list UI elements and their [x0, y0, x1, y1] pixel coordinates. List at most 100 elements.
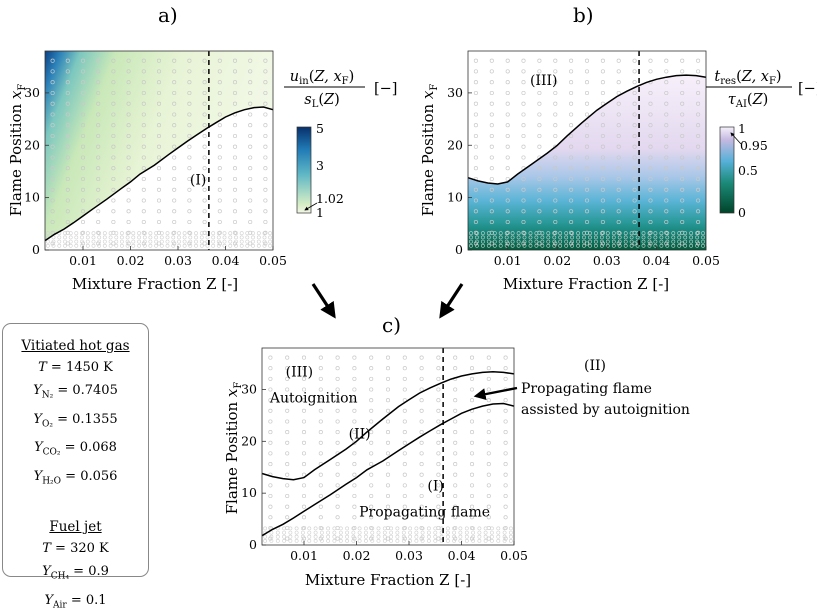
- grid-marker: [552, 235, 557, 240]
- grid-marker: [419, 504, 424, 509]
- grid-marker: [245, 239, 250, 244]
- grid-marker: [369, 483, 374, 488]
- y-tick-label: 30: [24, 85, 40, 100]
- condition-line: YCO₂ = 0.068: [34, 440, 117, 458]
- grid-marker: [318, 440, 323, 445]
- grid-marker: [385, 504, 391, 509]
- grid-marker: [419, 462, 424, 467]
- grid-marker: [458, 526, 463, 531]
- grid-marker: [648, 198, 653, 203]
- grid-marker: [141, 101, 146, 106]
- grid-marker: [126, 112, 131, 117]
- grid-marker: [453, 536, 458, 541]
- grid-marker: [268, 451, 273, 456]
- condition-line: T = 320 K: [42, 541, 109, 557]
- grid-marker: [569, 69, 574, 74]
- grid-marker: [664, 123, 669, 128]
- grid-marker: [187, 241, 192, 246]
- grid-marker: [80, 101, 86, 106]
- grid-marker: [498, 231, 503, 236]
- grid-marker: [521, 101, 526, 106]
- grid-marker: [664, 219, 669, 225]
- grid-marker: [114, 243, 119, 248]
- grid-marker: [408, 539, 413, 543]
- grid-marker: [369, 419, 374, 424]
- grid-marker: [268, 235, 273, 240]
- grid-marker: [50, 133, 55, 139]
- grid-marker: [202, 187, 207, 192]
- colorbar-b-tick-1: 1: [738, 121, 746, 136]
- grid-marker: [248, 219, 253, 225]
- grid-marker: [521, 133, 526, 139]
- grid-marker: [96, 176, 101, 182]
- grid-marker: [641, 235, 646, 240]
- grid-marker: [534, 243, 539, 248]
- grid-marker: [473, 123, 478, 128]
- grid-marker: [142, 231, 147, 236]
- colorbar-a-denominator: sL(Z): [304, 92, 340, 110]
- grid-marker: [401, 539, 406, 543]
- grid-marker: [648, 90, 653, 96]
- grid-marker: [648, 101, 653, 106]
- panel-a-grid-markers: [46, 58, 273, 248]
- colorbar-a-unit: [−]: [374, 81, 397, 97]
- grid-marker: [245, 231, 250, 236]
- grid-marker: [453, 504, 458, 509]
- grid-marker: [285, 525, 290, 531]
- grid-marker: [648, 155, 653, 160]
- colorbar-b-tick-095: 0.95: [740, 138, 768, 153]
- grid-marker: [632, 58, 637, 63]
- x-tick-label: 0.04: [642, 253, 670, 268]
- grid-marker: [528, 243, 533, 248]
- grid-marker: [50, 90, 55, 96]
- grid-marker: [111, 144, 116, 149]
- grid-marker: [111, 187, 116, 192]
- grid-marker: [701, 239, 705, 244]
- grid-marker: [419, 387, 424, 392]
- panel-b-series: [467, 74, 707, 185]
- grid-marker: [420, 534, 425, 539]
- grid-marker: [97, 239, 102, 244]
- grid-marker: [616, 80, 621, 85]
- grid-marker: [141, 166, 146, 171]
- grid-marker: [91, 235, 96, 240]
- grid-marker: [369, 504, 374, 509]
- grid-marker: [486, 472, 491, 477]
- grid-marker: [696, 176, 701, 182]
- callout-line1: Propagating flame: [521, 381, 652, 397]
- grid-marker: [288, 526, 293, 531]
- grid-marker: [332, 530, 337, 535]
- grid-marker: [156, 219, 162, 225]
- grid-marker: [156, 166, 162, 171]
- grid-marker: [335, 419, 340, 424]
- grid-marker: [248, 101, 253, 106]
- grid-marker: [194, 243, 198, 248]
- grid-marker: [172, 144, 177, 149]
- grid-marker: [256, 243, 261, 248]
- grid-marker: [664, 166, 669, 171]
- grid-marker: [370, 534, 375, 539]
- grid-marker: [50, 123, 55, 128]
- grid-marker: [301, 504, 307, 509]
- grid-marker: [453, 387, 458, 392]
- grid-marker: [211, 235, 216, 240]
- grid-marker: [248, 90, 253, 96]
- grid-marker: [611, 235, 616, 240]
- grid-marker: [502, 530, 507, 535]
- grid-marker: [611, 243, 616, 248]
- grid-marker: [680, 69, 685, 74]
- grid-marker: [458, 534, 463, 539]
- grid-marker: [469, 419, 475, 424]
- grid-marker: [489, 241, 494, 246]
- grid-marker: [632, 219, 637, 225]
- grid-marker: [469, 239, 473, 244]
- condition-line: YH₂O = 0.056: [33, 468, 118, 487]
- panel-c-series: [261, 371, 515, 537]
- grid-marker: [187, 80, 192, 85]
- colorbar-b-bar: [719, 126, 735, 214]
- grid-marker: [505, 155, 510, 160]
- grid-marker: [474, 239, 479, 244]
- grid-marker: [263, 209, 268, 214]
- grid-marker: [521, 90, 526, 96]
